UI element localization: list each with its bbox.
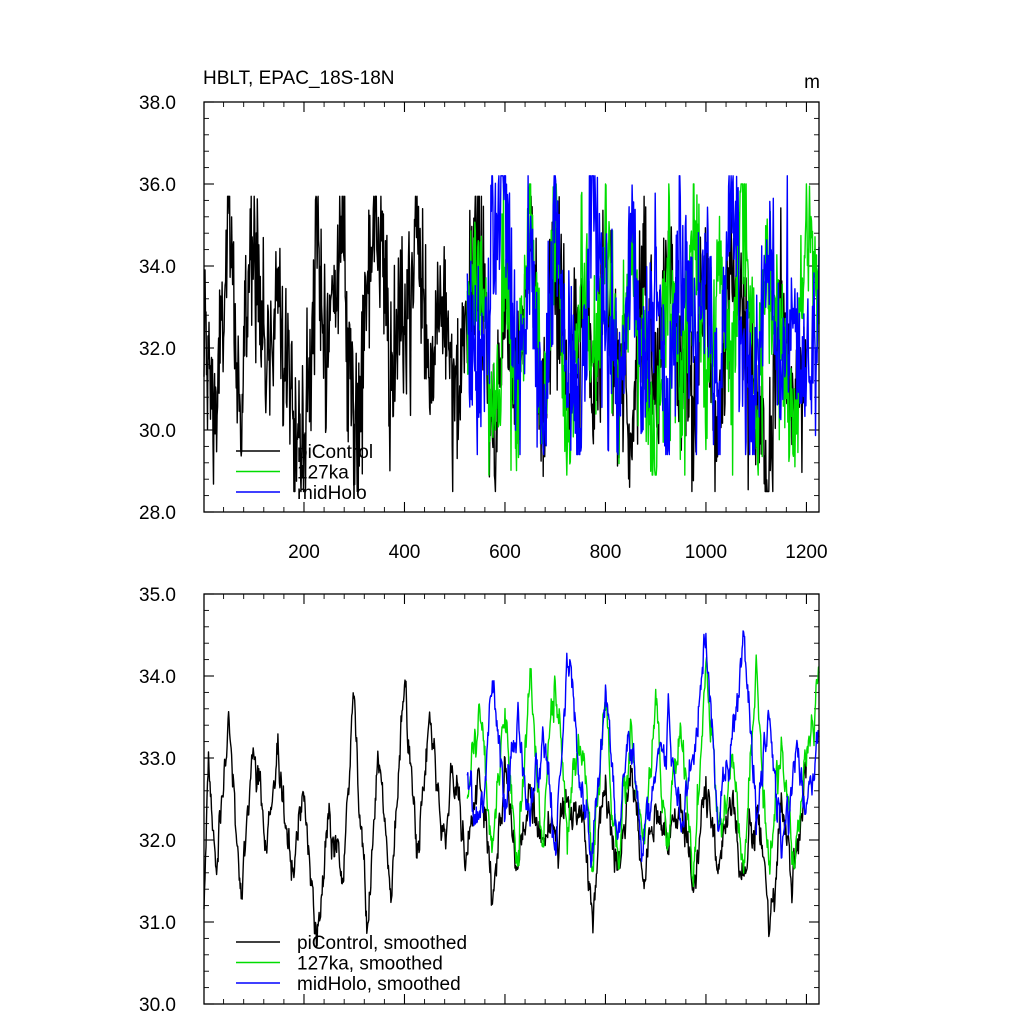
y-tick-label: 38.0 [139,93,176,114]
legend-label: piControl, smoothed [297,933,467,954]
top-ticks: 200 400 600 800 1000 1200 28.0 30.0 32.0 34.0 36.0… [139,93,828,563]
y-tick-label: 30.0 [139,421,176,442]
series-line-picontrol-smoothed [203,679,808,948]
x-tick-label: 1000 [685,542,727,563]
legend-label: 127ka, smoothed [297,954,443,975]
legend-label: midHolo [297,483,367,504]
bottom-panel: 30.0 31.0 32.0 33.0 34.0 35.0 piControl, smoo… [139,585,820,1016]
y-tick-label: 34.0 [139,667,176,688]
chart-title: HBLT, EPAC_18S-18N [203,68,395,89]
legend-label: piControl [297,442,373,463]
y-tick-label: 36.0 [139,175,176,196]
x-tick-label: 200 [288,542,320,563]
y-tick-label: 35.0 [139,585,176,606]
x-tick-label: 800 [590,542,622,563]
y-tick-label: 34.0 [139,257,176,278]
x-tick-label: 600 [489,542,521,563]
top-series-layer [203,175,820,493]
bottom-series-layer [203,630,820,948]
top-plot-frame [203,101,820,513]
y-tick-label: 32.0 [139,339,176,360]
y-tick-label: 31.0 [139,913,176,934]
y-tick-label: 30.0 [139,995,176,1016]
legend-label: midHolo, smoothed [297,974,461,995]
series-line-picontrol [203,195,808,493]
top-panel: HBLT, EPAC_18S-18N m 200 400 600 800 1000 120… [139,68,828,563]
series-line-midholo [466,175,820,456]
x-tick-label: 1200 [785,542,827,563]
y-tick-label: 28.0 [139,503,176,524]
units-label: m [804,72,820,93]
series-line-midholo-smoothed [466,630,820,868]
legend-label: 127ka [297,463,349,484]
bottom-plot-frame [203,593,820,1005]
bottom-ticks: 30.0 31.0 32.0 33.0 34.0 35.0 [139,585,819,1016]
x-tick-label: 400 [389,542,421,563]
y-tick-label: 33.0 [139,749,176,770]
y-tick-label: 32.0 [139,831,176,852]
